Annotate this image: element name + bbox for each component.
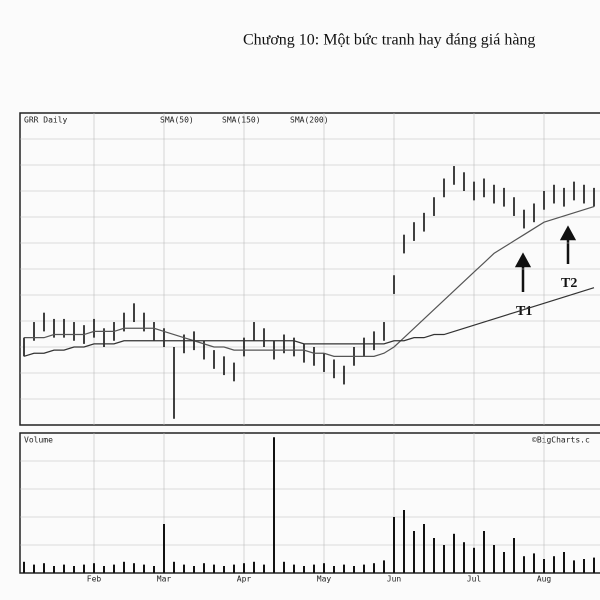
sma-line <box>24 206 595 357</box>
x-tick-label: Jun <box>387 575 402 584</box>
x-tick-label: Jul <box>467 575 482 584</box>
x-tick-label: Feb <box>87 575 102 584</box>
page-header: Chương 10: Một bức tranh hay đáng giá hà… <box>243 32 535 49</box>
legend-label: SMA(200) <box>290 116 329 125</box>
x-tick-label: Aug <box>537 575 552 584</box>
arrow <box>559 225 577 264</box>
chart-title: GRR Daily <box>24 116 68 125</box>
legend-label: SMA(50) <box>160 116 194 125</box>
volume-label: Volume <box>24 436 53 445</box>
credit: ©BigCharts.c <box>532 436 590 445</box>
x-tick-label: Apr <box>237 575 252 584</box>
x-tick-label: Mar <box>157 575 172 584</box>
annotation: T2 <box>561 276 577 291</box>
x-tick-label: May <box>317 575 332 584</box>
legend-label: SMA(150) <box>222 116 261 125</box>
sma-line <box>23 287 595 357</box>
arrow <box>514 252 532 292</box>
